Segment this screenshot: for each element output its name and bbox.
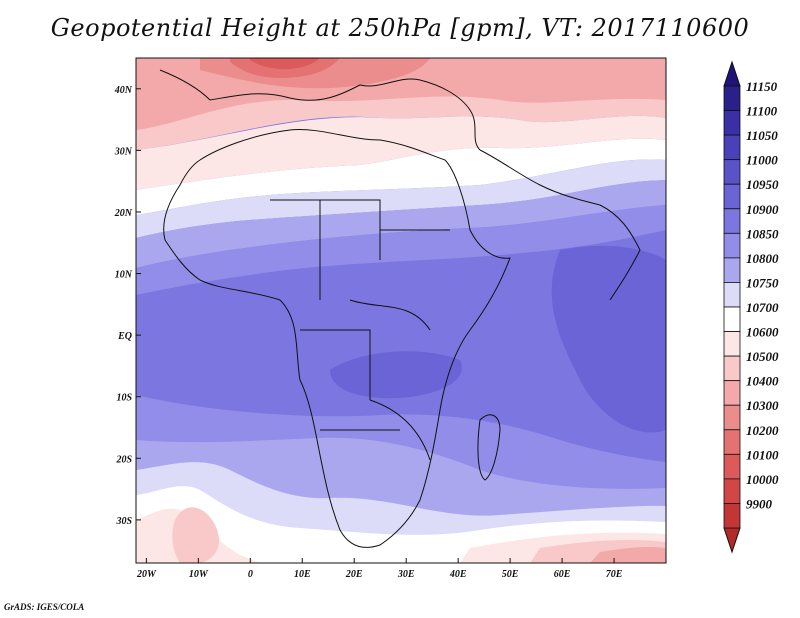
colorbar-swatch xyxy=(723,232,741,259)
lon-tick-label: 0 xyxy=(248,569,253,580)
lon-tick-label: 30E xyxy=(397,569,415,580)
colorbar-swatch xyxy=(723,110,741,136)
colorbar-label: 11050 xyxy=(746,128,778,143)
colorbar-swatch xyxy=(723,503,741,529)
colorbar-label: 10000 xyxy=(746,472,779,487)
colorbar-label: 10100 xyxy=(746,447,779,462)
colorbar-label: 10400 xyxy=(746,374,779,389)
lat-tick-label: 20N xyxy=(114,208,133,219)
colorbar-swatch xyxy=(723,380,741,406)
lat-tick-label: 30S xyxy=(115,516,132,527)
colorbar-label: 10750 xyxy=(746,275,779,290)
colorbar-swatch xyxy=(723,331,741,357)
colorbar-label: 11100 xyxy=(746,104,778,119)
plot-frame xyxy=(135,57,667,564)
colorbar-swatch xyxy=(723,85,741,111)
lat-tick-label: 10N xyxy=(115,270,133,281)
colorbar-label: 11000 xyxy=(746,153,778,168)
lon-tick-label: 60E xyxy=(554,569,571,580)
lon-tick-label: 70E xyxy=(606,569,623,580)
colorbar-label: 10600 xyxy=(746,325,779,340)
colorbar-swatch xyxy=(723,453,741,480)
lat-tick-label: 40N xyxy=(114,85,133,96)
coastlines xyxy=(159,69,641,548)
lat-tick-label: 10S xyxy=(116,393,132,404)
colorbar-swatch xyxy=(723,282,741,308)
colorbar-top-arrow xyxy=(723,60,741,87)
lon-tick-label: 20E xyxy=(345,569,363,580)
lon-tick-label: 10W xyxy=(189,569,209,580)
colorbar-label: 10850 xyxy=(746,226,779,241)
colorbar-label: 9900 xyxy=(746,496,773,511)
colorbar-swatch xyxy=(723,478,741,504)
lon-tick-label: 20W xyxy=(136,569,157,580)
colorbar-bottom-arrow xyxy=(723,527,741,554)
colorbar-label: 10950 xyxy=(746,177,779,192)
colorbar-label: 10300 xyxy=(746,398,779,413)
colorbar-label: 10200 xyxy=(746,423,779,438)
colorbar-swatch xyxy=(723,355,741,382)
colorbar-swatch xyxy=(723,429,741,455)
colorbar-swatch xyxy=(723,306,741,332)
grads-credit: GrADS: IGES/COLA xyxy=(4,602,85,612)
colorbar-label: 11150 xyxy=(746,79,778,94)
lon-tick-label: 10E xyxy=(294,569,311,580)
colorbar-label: 10900 xyxy=(746,202,779,217)
lon-tick-label: 50E xyxy=(502,569,519,580)
colorbar-swatch xyxy=(723,404,741,431)
lat-tick-label: EQ xyxy=(117,331,132,342)
colorbar-label: 10700 xyxy=(746,300,779,315)
colorbar-swatch xyxy=(723,183,741,210)
colorbar-swatch xyxy=(723,159,741,185)
colorbar: 11150 11100 11050 11000 10950 10900 10850 10800… xyxy=(723,60,779,554)
colorbar-label: 10500 xyxy=(746,349,779,364)
lat-tick-label: 20S xyxy=(115,454,132,465)
chart-title: Geopotential Height at 250hPa [gpm], VT:… xyxy=(50,14,750,42)
height-field xyxy=(136,58,666,563)
colorbar-swatch xyxy=(723,257,741,283)
colorbar-swatch xyxy=(723,134,741,161)
colorbar-swatch xyxy=(723,208,741,234)
lon-tick-label: 40E xyxy=(449,569,467,580)
colorbar-label: 10800 xyxy=(746,251,779,266)
lat-tick-label: 30N xyxy=(114,146,133,157)
